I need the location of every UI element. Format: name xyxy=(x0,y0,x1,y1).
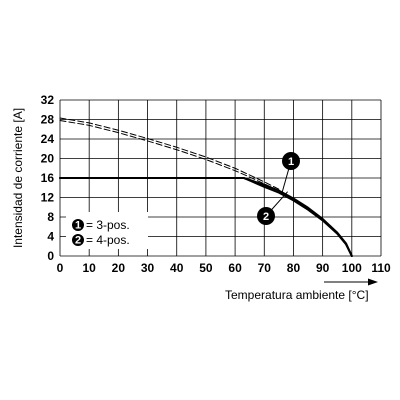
x-tick-label: 90 xyxy=(316,261,330,275)
series-callouts: 12 xyxy=(257,152,300,225)
x-tick-labels: 0 10 20 30 40 50 60 70 80 90 100 110 xyxy=(57,261,391,275)
dashed-curve-2 xyxy=(59,119,280,192)
legend-entry-text: = 3-pos. xyxy=(86,218,130,232)
y-tick-label: 0 xyxy=(47,249,54,263)
legend: 1 = 3-pos. 2 = 4-pos. xyxy=(66,212,148,249)
x-axis-label: Temperatura ambiente [°C] xyxy=(225,288,369,302)
legend-entry-text: = 4-pos. xyxy=(86,233,130,247)
y-tick-label: 4 xyxy=(47,230,54,244)
y-tick-label: 12 xyxy=(41,191,55,205)
x-tick-label: 20 xyxy=(112,261,126,275)
legend-marker-label: 2 xyxy=(75,235,81,247)
legend-marker-1 xyxy=(72,219,84,231)
x-axis-arrow xyxy=(324,278,378,286)
x-tick-label: 60 xyxy=(228,261,242,275)
x-tick-label: 80 xyxy=(287,261,301,275)
series-lines xyxy=(59,117,353,257)
dashed-curve-1 xyxy=(59,117,280,190)
derating-curve-2 xyxy=(59,177,353,257)
legend-marker-label: 1 xyxy=(75,220,81,232)
y-tick-label: 8 xyxy=(47,210,54,224)
x-tick-label: 40 xyxy=(170,261,184,275)
x-tick-label: 50 xyxy=(199,261,213,275)
x-tick-label: 100 xyxy=(342,261,362,275)
x-tick-label: 10 xyxy=(83,261,97,275)
x-tick-label: 70 xyxy=(258,261,272,275)
callout-marker-label: 2 xyxy=(263,211,269,223)
y-tick-label: 16 xyxy=(41,171,55,185)
x-tick-label: 110 xyxy=(371,261,391,275)
y-tick-label: 24 xyxy=(41,132,55,146)
x-tick-label: 30 xyxy=(141,261,155,275)
y-tick-label: 20 xyxy=(41,152,55,166)
y-axis-label: Intensidad de corriente [A] xyxy=(11,108,25,248)
y-tick-labels: 0 4 8 12 16 20 24 28 32 xyxy=(41,93,55,263)
x-tick-label: 0 xyxy=(57,261,64,275)
callout-marker-1 xyxy=(282,152,300,170)
callout-marker-label: 1 xyxy=(288,156,294,168)
legend-marker-2 xyxy=(72,234,84,246)
y-tick-label: 32 xyxy=(41,93,55,107)
y-tick-label: 28 xyxy=(41,113,55,127)
callout-marker-2 xyxy=(257,207,275,225)
